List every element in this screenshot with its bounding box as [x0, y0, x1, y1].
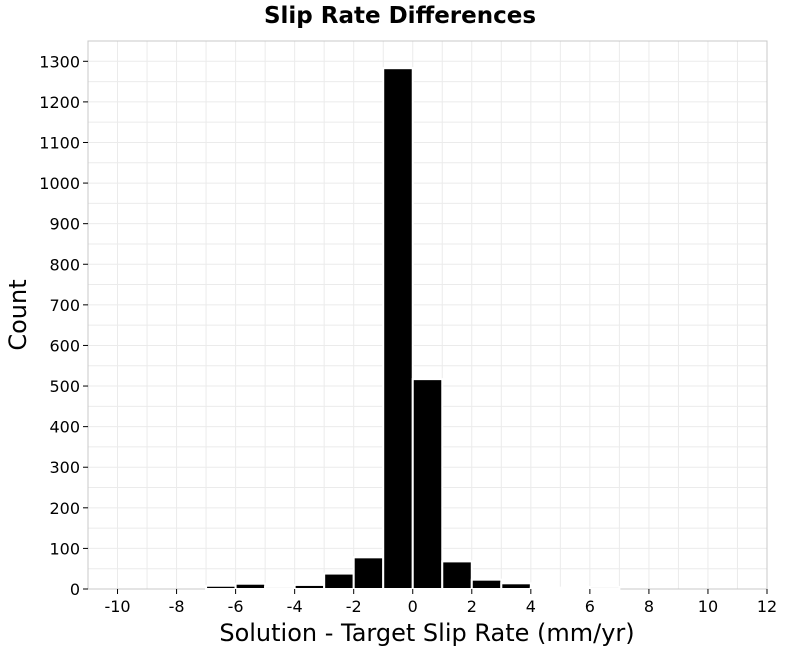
- y-tick-label: 600: [49, 336, 80, 355]
- y-tick-label: 200: [49, 499, 80, 518]
- y-tick-label: 1000: [39, 174, 80, 193]
- histogram-bar: [323, 572, 355, 591]
- histogram-bar: [411, 378, 444, 590]
- histogram-bar: [352, 556, 385, 590]
- histogram-bar: [500, 582, 532, 590]
- bars: [205, 67, 621, 591]
- histogram-bar: [293, 583, 326, 590]
- y-tick-label: 300: [49, 458, 80, 477]
- x-tick-label: -4: [287, 597, 303, 616]
- histogram-bar: [588, 585, 621, 591]
- histogram-bar: [382, 67, 414, 591]
- x-tick-label: 6: [585, 597, 595, 616]
- histogram-bar: [470, 578, 503, 590]
- x-tick-label: -2: [346, 597, 362, 616]
- x-axis: -10 -8 -6 -4 -2 0 2 4 6 8 10 12: [104, 589, 777, 616]
- x-tick-label: 10: [698, 597, 718, 616]
- histogram-bar: [441, 560, 473, 590]
- chart-title: Slip Rate Differences: [264, 3, 536, 29]
- x-tick-label: 2: [467, 597, 477, 616]
- histogram-bar: [559, 586, 591, 591]
- x-tick-label: -8: [169, 597, 185, 616]
- x-tick-label: 12: [757, 597, 777, 616]
- histogram-bar: [264, 585, 296, 591]
- y-tick-label: 400: [49, 418, 80, 437]
- y-axis: 0 100 200 300 400 500 600 700 800 900 1000 1100 1200…: [39, 52, 88, 599]
- y-tick-label: 100: [49, 539, 80, 558]
- x-axis-label: Solution - Target Slip Rate (mm/yr): [219, 619, 634, 647]
- histogram-bar: [234, 582, 267, 590]
- y-tick-label: 900: [49, 215, 80, 234]
- y-tick-label: 1200: [39, 93, 80, 112]
- histogram-bar: [205, 584, 237, 590]
- x-tick-label: 8: [644, 597, 654, 616]
- y-tick-label: 0: [70, 580, 80, 599]
- x-tick-label: 0: [408, 597, 418, 616]
- x-tick-label: -6: [228, 597, 244, 616]
- y-axis-label: Count: [4, 279, 32, 350]
- y-tick-label: 1300: [39, 52, 80, 71]
- y-tick-label: 500: [49, 377, 80, 396]
- y-tick-label: 700: [49, 296, 80, 315]
- y-tick-label: 800: [49, 255, 80, 274]
- x-tick-label: -10: [104, 597, 130, 616]
- y-tick-label: 1100: [39, 133, 80, 152]
- histogram-bar: [529, 586, 562, 591]
- x-tick-label: 4: [526, 597, 536, 616]
